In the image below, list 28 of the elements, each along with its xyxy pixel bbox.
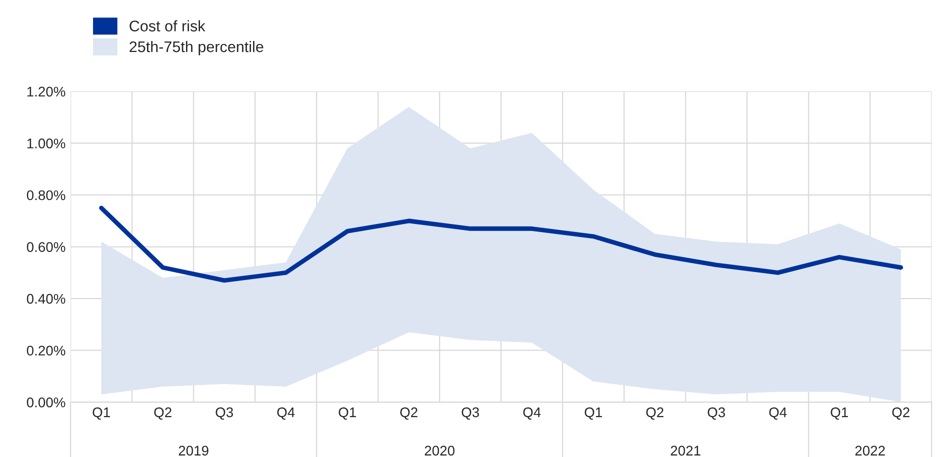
x-tick-label: Q4 xyxy=(277,407,295,420)
y-tick-label: 0.80% xyxy=(26,190,66,200)
y-tick-label: 0.00% xyxy=(26,397,66,408)
line-series xyxy=(99,206,904,283)
x-tick-label: Q1 xyxy=(584,407,602,420)
y-tick-label: 1.20% xyxy=(27,86,66,97)
x-tick-label: Q3 xyxy=(216,407,233,420)
x-tick-label: Q4 xyxy=(523,407,541,420)
x-tick-label: Q2 xyxy=(400,407,418,420)
x-tick-label: Q2 xyxy=(154,407,172,420)
y-tick-label: 0.20% xyxy=(26,346,66,356)
x-tick-label: Q3 xyxy=(708,407,725,420)
text: 2019 xyxy=(178,446,208,456)
y-tick-label: 0.60% xyxy=(26,242,66,252)
x-tick-label: Q4 xyxy=(769,407,787,420)
x-tick-label: Q3 xyxy=(462,407,479,420)
y-tick-label: 1.00% xyxy=(27,138,66,148)
legend-label: Cost of risk xyxy=(130,20,206,32)
x-tick-label: Q2 xyxy=(892,407,910,420)
text: 2021 xyxy=(670,446,700,456)
text: 2022 xyxy=(855,446,885,456)
legend-label: 25th-75th percentile xyxy=(130,40,264,56)
y-tick-label: 0.40% xyxy=(26,294,66,304)
x-tick-label: Q1 xyxy=(338,407,356,420)
x-tick-label: Q2 xyxy=(646,407,664,420)
x-tick-label: Q1 xyxy=(92,407,110,420)
text: 2020 xyxy=(424,446,454,456)
x-tick-label: Q1 xyxy=(830,407,848,420)
